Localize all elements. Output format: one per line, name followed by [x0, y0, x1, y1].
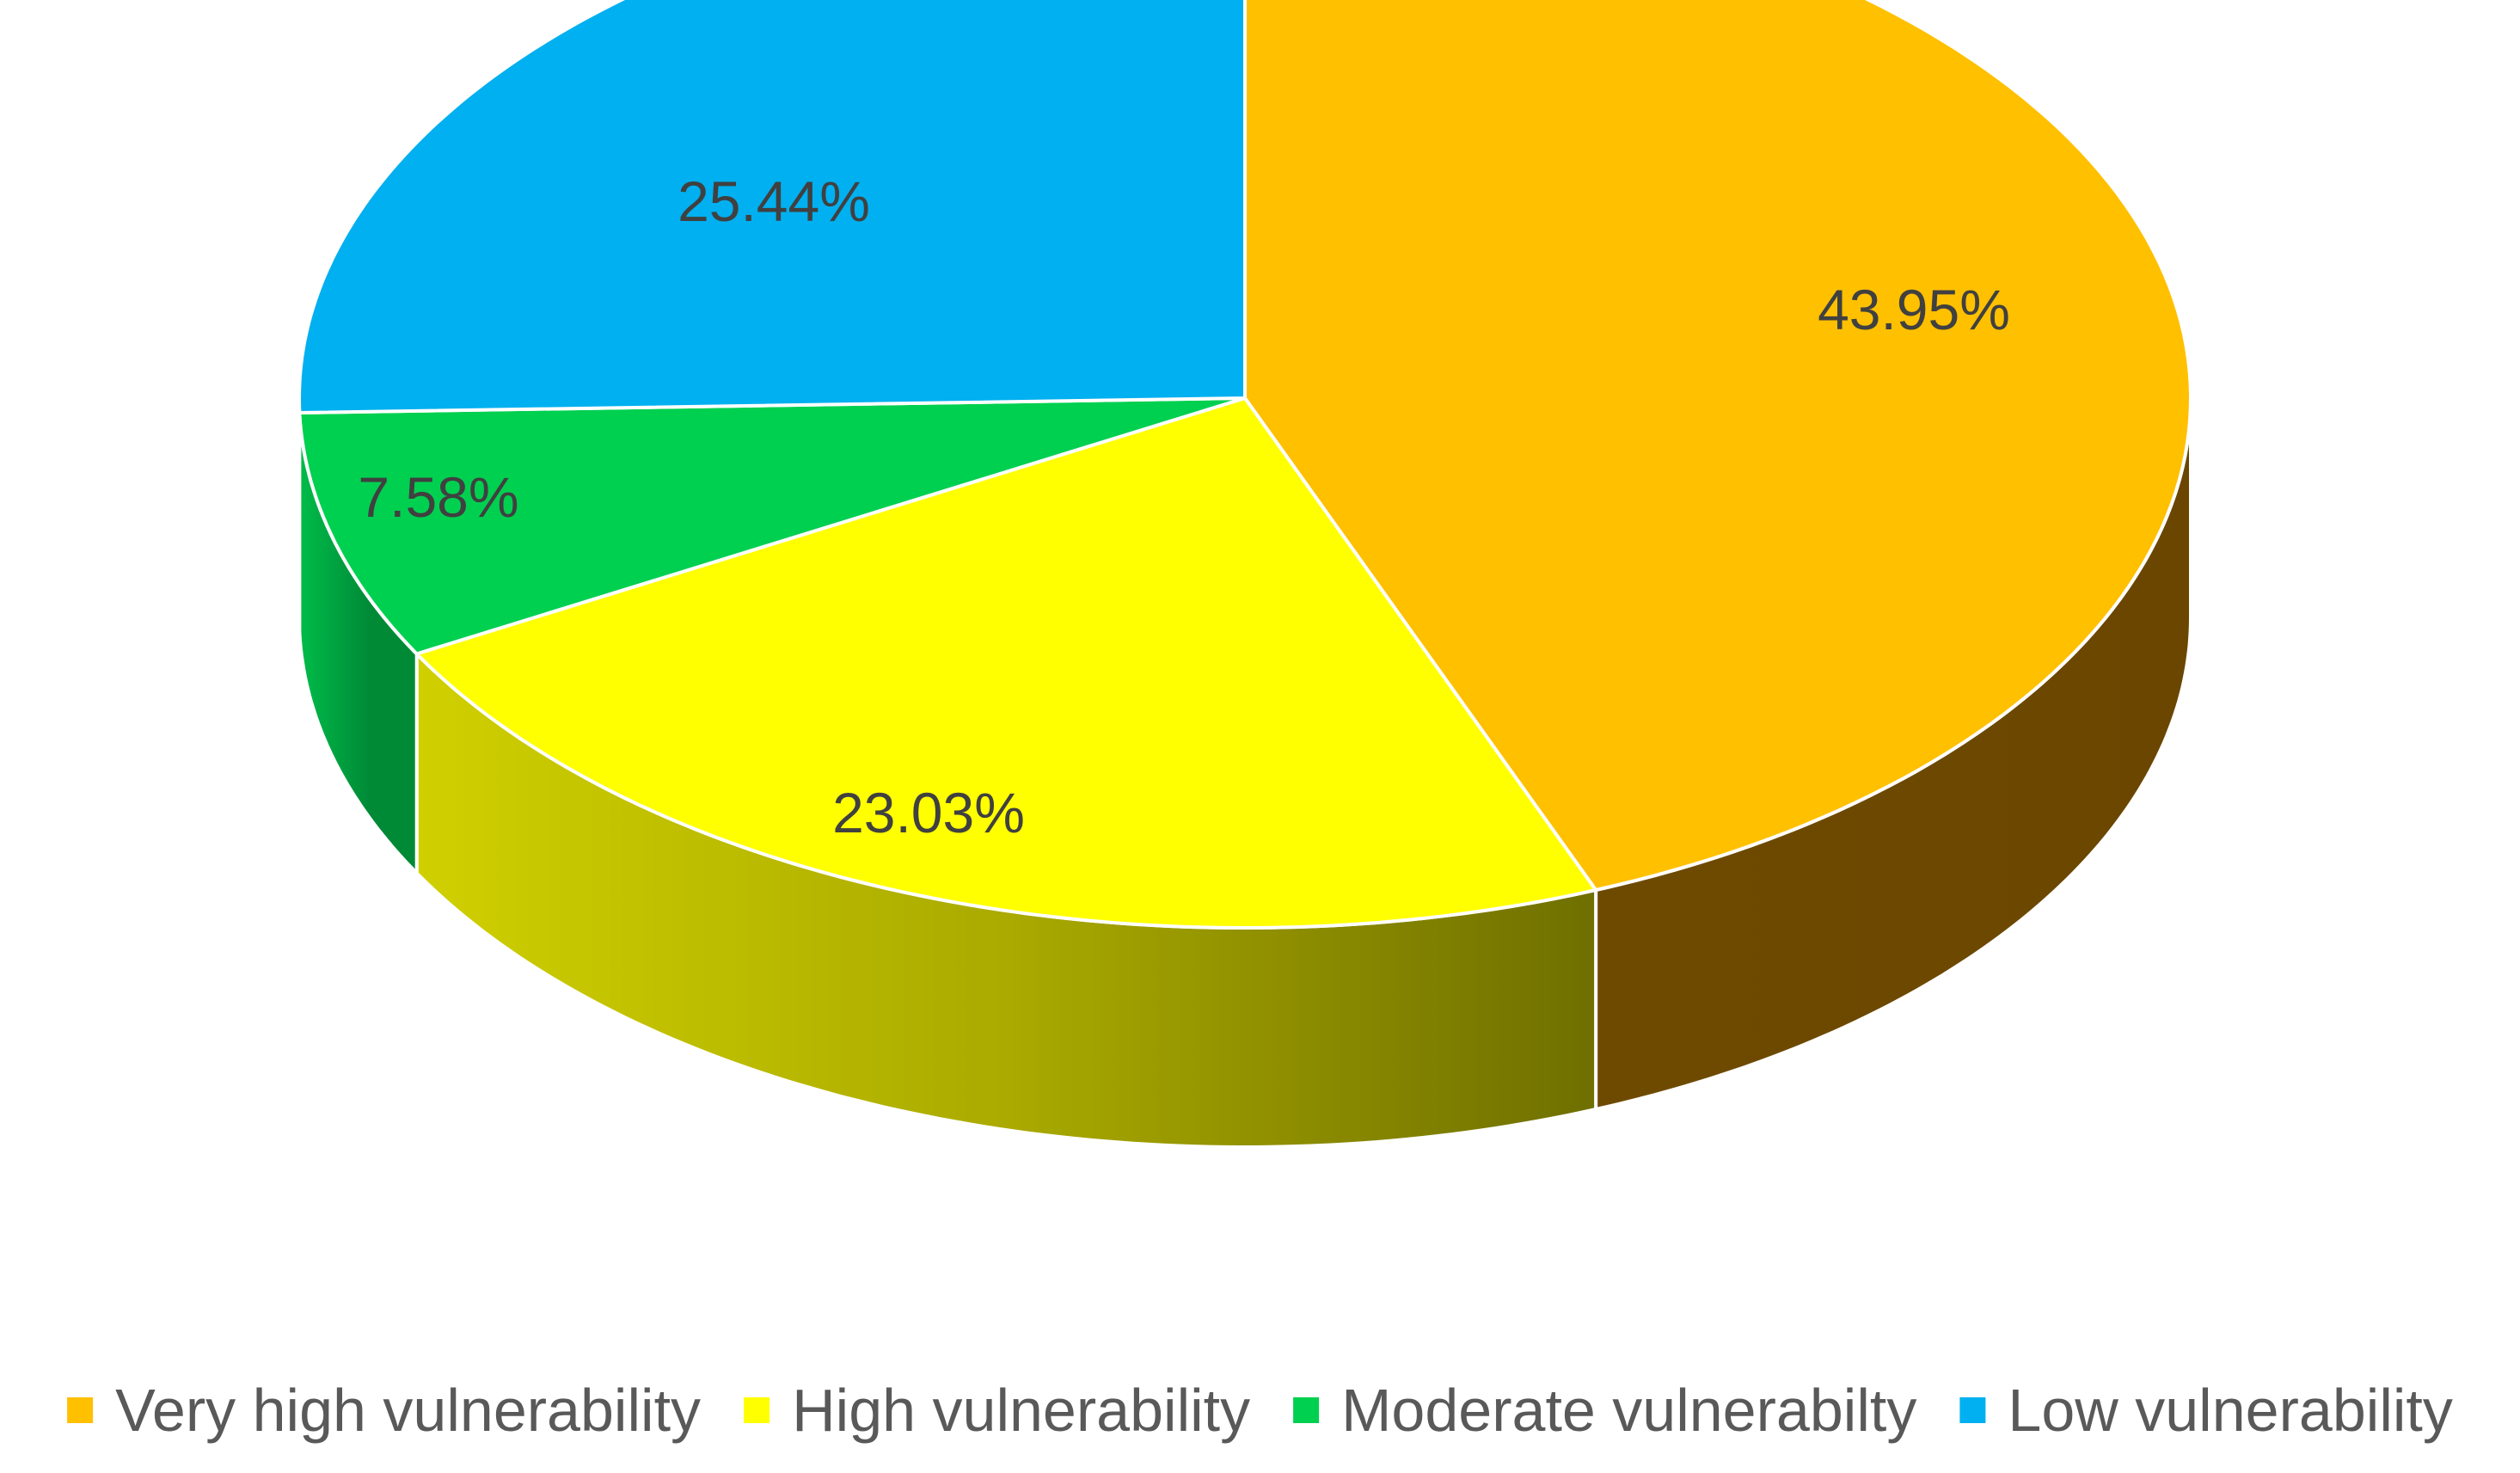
- data-label-high: 23.03%: [832, 781, 1025, 844]
- legend-label-low: Low vulnerability: [2008, 1377, 2452, 1444]
- legend-item-low: Low vulnerability: [1959, 1377, 2453, 1444]
- legend-label-very-high: Very high vulnerability: [115, 1377, 701, 1444]
- data-label-low: 25.44%: [678, 169, 870, 233]
- pie-slice-high: [414, 396, 1598, 930]
- pie-slices: [297, 0, 2192, 930]
- legend-label-moderate: Moderate vulnerabilty: [1341, 1377, 1916, 1444]
- pie-slice-moderate: [297, 396, 1247, 656]
- legend-item-high: High vulnerability: [744, 1377, 1250, 1444]
- legend-item-very-high: Very high vulnerability: [67, 1377, 701, 1444]
- legend-marker-high: [744, 1397, 770, 1423]
- legend-marker-very-high: [67, 1397, 94, 1423]
- legend: Very high vulnerability High vulnerabilit…: [67, 1377, 2453, 1444]
- legend-item-moderate: Moderate vulnerabilty: [1293, 1377, 1916, 1444]
- data-label-moderate: 7.58%: [358, 465, 518, 529]
- legend-marker-moderate: [1293, 1397, 1320, 1423]
- data-label-very-high: 43.95%: [1818, 278, 2010, 341]
- legend-marker-low: [1959, 1397, 1986, 1423]
- pie-slice-low: [297, 0, 1247, 414]
- data-labels: 43.95% 23.03% 7.58% 25.44%: [358, 169, 2010, 844]
- pie-slice-very-high: [1243, 0, 2192, 892]
- legend-label-high: High vulnerability: [792, 1377, 1250, 1444]
